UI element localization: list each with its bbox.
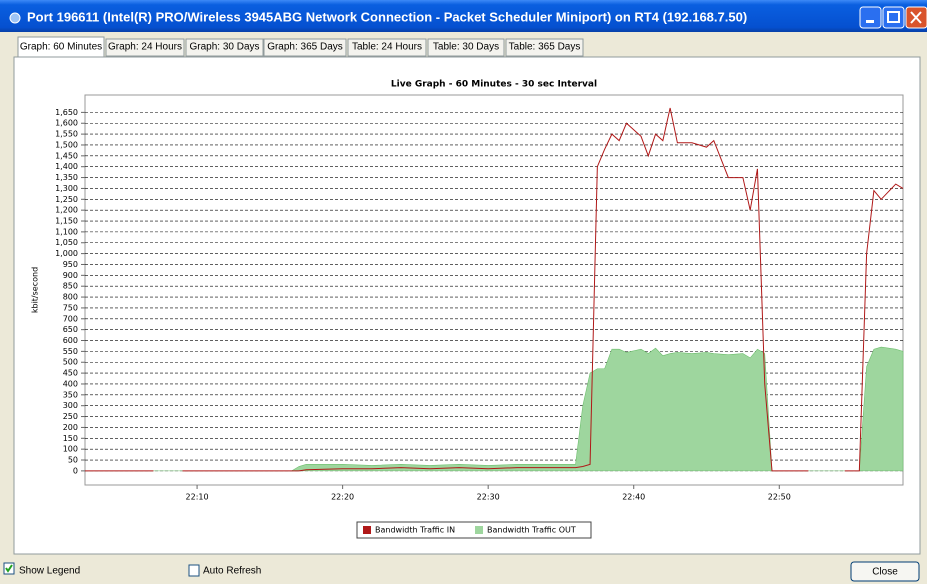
y-tick-label: 1,200	[55, 206, 78, 215]
tab[interactable]	[505, 38, 584, 57]
maximize-button[interactable]	[882, 6, 905, 29]
x-tick-label: 22:30	[477, 493, 500, 502]
x-tick-label: 22:40	[622, 493, 645, 502]
y-tick-label: 700	[63, 314, 78, 323]
auto-refresh-label[interactable]: Auto Refresh	[203, 566, 261, 577]
y-tick-label: 250	[63, 412, 78, 421]
y-tick-label: 1,500	[55, 140, 78, 149]
y-tick-label: 1,150	[55, 217, 78, 226]
tab-label[interactable]: Graph: 60 Minutes	[20, 42, 102, 53]
close-icon	[910, 11, 922, 24]
y-tick-label: 600	[63, 336, 78, 345]
y-tick-label: 1,000	[55, 249, 78, 258]
y-tick-label: 1,400	[55, 162, 78, 171]
y-tick-label: 400	[63, 379, 78, 388]
y-tick-label: 50	[68, 456, 78, 465]
tab[interactable]	[17, 36, 105, 58]
tab-label[interactable]: Table: 30 Days	[433, 42, 499, 53]
y-tick-label: 1,350	[55, 173, 78, 182]
y-tick-label: 100	[63, 445, 78, 454]
window-title: Port 196611 (Intel(R) PRO/Wireless 3945A…	[27, 9, 747, 24]
app-icon	[9, 12, 21, 24]
check-mark	[5, 564, 13, 573]
tab[interactable]	[185, 38, 264, 57]
y-tick-label: 1,600	[55, 119, 78, 128]
minimize-button[interactable]	[859, 6, 882, 29]
y-tick-label: 800	[63, 293, 78, 302]
y-tick-label: 950	[63, 260, 78, 269]
y-tick-label: 1,450	[55, 151, 78, 160]
legend-box	[356, 521, 592, 539]
title-bar	[0, 0, 927, 32]
legend-label: Bandwidth Traffic OUT	[487, 526, 576, 535]
x-tick-label: 22:20	[331, 493, 354, 502]
y-tick-label: 650	[63, 325, 78, 334]
maximize-icon	[887, 11, 900, 23]
tab-label[interactable]: Graph: 30 Days	[189, 42, 259, 53]
y-tick-label: 1,100	[55, 227, 78, 236]
y-tick-label: 1,050	[55, 238, 78, 247]
y-tick-label: 150	[63, 434, 78, 443]
x-tick-label: 22:10	[186, 493, 209, 502]
y-tick-label: 450	[63, 369, 78, 378]
y-tick-label: 750	[63, 303, 78, 312]
legend-swatch	[363, 526, 371, 534]
y-tick-label: 350	[63, 390, 78, 399]
show-legend-label[interactable]: Show Legend	[19, 566, 80, 577]
legend-swatch	[475, 526, 483, 534]
auto-refresh-checkbox[interactable]	[188, 564, 200, 577]
tab-label[interactable]: Graph: 24 Hours	[108, 42, 182, 53]
chart-title: Live Graph - 60 Minutes - 30 sec Interva…	[391, 80, 597, 90]
y-tick-label: 200	[63, 423, 78, 432]
y-tick-label: 1,250	[55, 195, 78, 204]
tab[interactable]	[347, 38, 427, 57]
minimize-icon	[866, 20, 874, 23]
y-tick-label: 1,550	[55, 130, 78, 139]
y-tick-label: 1,300	[55, 184, 78, 193]
y-axis-label: kbit/second	[31, 267, 40, 313]
tab-label[interactable]: Graph: 365 Days	[267, 42, 343, 53]
y-tick-label: 0	[73, 466, 78, 475]
tab[interactable]	[263, 38, 347, 57]
area-series	[85, 346, 904, 472]
close-button-label[interactable]: Close	[872, 567, 898, 578]
y-tick-label: 500	[63, 358, 78, 367]
legend-label: Bandwidth Traffic IN	[375, 526, 455, 535]
tab-label[interactable]: Table: 24 Hours	[352, 42, 422, 53]
y-tick-label: 900	[63, 271, 78, 280]
close-button[interactable]	[850, 561, 920, 582]
plot-area	[84, 94, 904, 486]
tab-label[interactable]: Table: 365 Days	[509, 42, 581, 53]
line-series	[85, 107, 904, 472]
tab[interactable]	[427, 38, 505, 57]
x-tick-label: 22:50	[768, 493, 791, 502]
y-tick-label: 300	[63, 401, 78, 410]
y-tick-label: 1,650	[55, 108, 78, 117]
tab[interactable]	[105, 38, 185, 57]
y-tick-label: 550	[63, 347, 78, 356]
y-tick-label: 850	[63, 282, 78, 291]
